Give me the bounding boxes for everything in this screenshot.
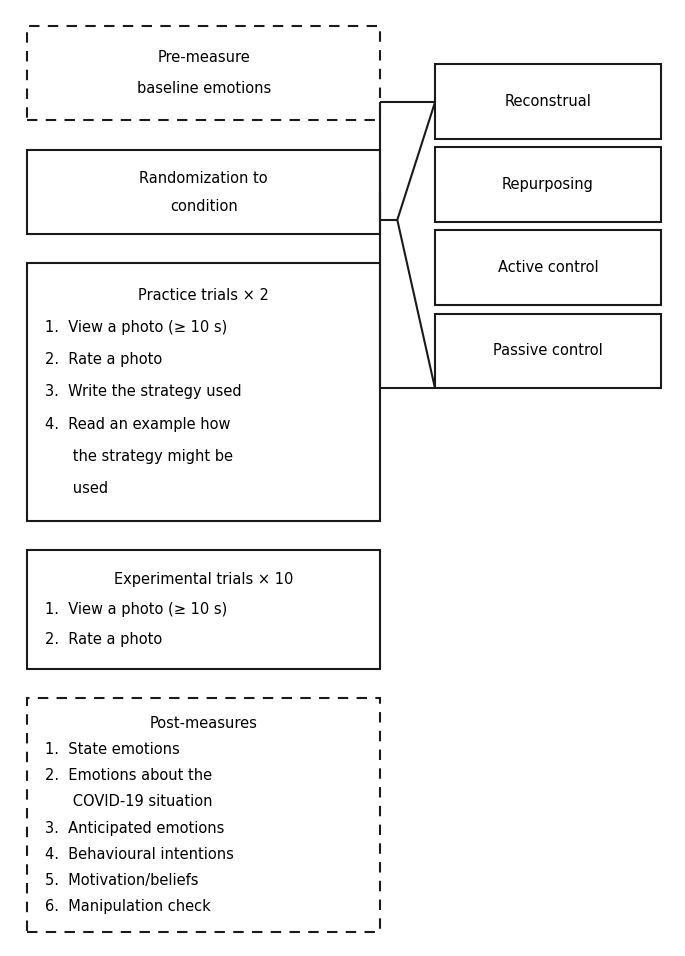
- Text: Post-measures: Post-measures: [150, 716, 258, 731]
- Text: 1.  View a photo (≥ 10 s): 1. View a photo (≥ 10 s): [45, 602, 227, 617]
- Text: Experimental trials × 10: Experimental trials × 10: [114, 572, 293, 587]
- FancyBboxPatch shape: [435, 64, 661, 139]
- Text: 6.  Manipulation check: 6. Manipulation check: [45, 899, 210, 914]
- Text: 3.  Anticipated emotions: 3. Anticipated emotions: [45, 820, 224, 836]
- Text: Randomization to: Randomization to: [140, 170, 268, 185]
- FancyBboxPatch shape: [27, 550, 380, 669]
- FancyBboxPatch shape: [27, 698, 380, 932]
- Text: baseline emotions: baseline emotions: [137, 80, 271, 96]
- Text: 4.  Read an example how: 4. Read an example how: [45, 417, 230, 432]
- Text: Passive control: Passive control: [493, 343, 603, 358]
- FancyBboxPatch shape: [27, 26, 380, 120]
- Text: COVID-19 situation: COVID-19 situation: [45, 794, 212, 810]
- Text: 1.  State emotions: 1. State emotions: [45, 743, 179, 757]
- Text: Practice trials × 2: Practice trials × 2: [138, 288, 269, 303]
- Text: Reconstrual: Reconstrual: [505, 94, 591, 109]
- FancyBboxPatch shape: [435, 314, 661, 388]
- FancyBboxPatch shape: [435, 147, 661, 222]
- Text: 3.  Write the strategy used: 3. Write the strategy used: [45, 384, 241, 400]
- Text: 5.  Motivation/beliefs: 5. Motivation/beliefs: [45, 873, 198, 887]
- Text: used: used: [45, 481, 108, 496]
- Text: 2.  Rate a photo: 2. Rate a photo: [45, 632, 162, 647]
- Text: the strategy might be: the strategy might be: [45, 449, 232, 464]
- Text: Active control: Active control: [498, 260, 598, 275]
- Text: Repurposing: Repurposing: [502, 177, 594, 192]
- Text: condition: condition: [170, 199, 238, 214]
- Text: 4.  Behavioural intentions: 4. Behavioural intentions: [45, 846, 234, 861]
- FancyBboxPatch shape: [27, 263, 380, 521]
- Text: 1.  View a photo (≥ 10 s): 1. View a photo (≥ 10 s): [45, 320, 227, 335]
- FancyBboxPatch shape: [435, 230, 661, 305]
- Text: Pre-measure: Pre-measure: [158, 50, 250, 65]
- FancyBboxPatch shape: [27, 150, 380, 234]
- Text: 2.  Emotions about the: 2. Emotions about the: [45, 769, 212, 784]
- Text: 2.  Rate a photo: 2. Rate a photo: [45, 352, 162, 367]
